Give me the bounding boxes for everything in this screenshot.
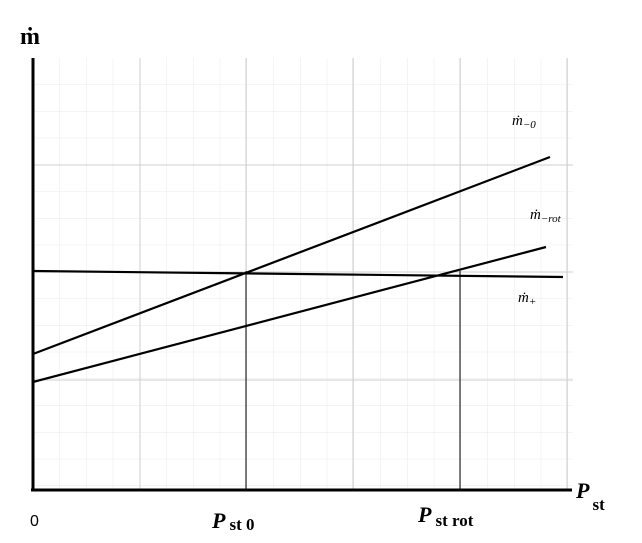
marker-sub: st rot	[435, 511, 473, 530]
x-axis-label: Pst	[575, 478, 605, 514]
marker-sub: st 0	[229, 515, 254, 534]
y-axis-label: ṁ	[20, 24, 40, 50]
curve-sub: −0	[523, 119, 536, 131]
curve-sub: −rot	[541, 213, 562, 225]
curve-m-0	[32, 155, 551, 356]
curve-main: ṁ	[530, 207, 541, 223]
curve-sub: +	[529, 296, 536, 308]
marker-main: P	[417, 502, 432, 527]
curve-label: ṁ+	[518, 290, 536, 308]
curve-label: ṁ−0	[512, 113, 536, 131]
curve-m-rot	[32, 245, 547, 384]
curve-m-plus	[32, 269, 564, 279]
curve-main: ṁ	[518, 290, 529, 306]
x-label-main: P	[575, 478, 590, 503]
marker-main: P	[211, 508, 226, 533]
x-label-sub: st	[592, 495, 605, 514]
curve-main: ṁ	[512, 113, 523, 129]
curve-label: ṁ−rot	[530, 207, 562, 225]
origin-label: 0	[30, 513, 39, 530]
